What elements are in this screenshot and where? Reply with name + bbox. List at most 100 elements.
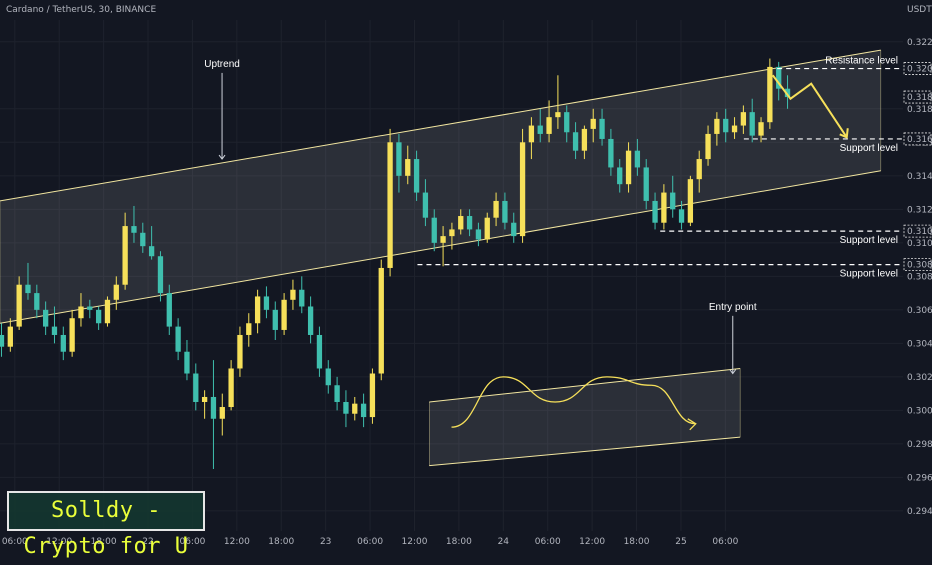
candle-body [131, 226, 137, 233]
candle-body [210, 396, 217, 419]
example-curve-arrowhead [687, 418, 697, 431]
candle-body [299, 289, 305, 307]
x-tick-label: 22 [142, 537, 153, 547]
entry-point-label: Entry point [709, 302, 757, 313]
price-tag-box [903, 90, 932, 104]
entry-point-arrowhead [729, 369, 737, 375]
candle-body [537, 125, 543, 134]
chart-header: Cardano / TetherUS, 30, BINANCE [6, 5, 156, 15]
level-label: Support level [840, 235, 898, 246]
candle-body [431, 217, 437, 243]
candle-body [705, 133, 711, 160]
candle-body [78, 306, 84, 319]
watermark-text: Solldy - Crypto for U [23, 498, 189, 559]
candle-body [307, 306, 314, 335]
price-tag-box [903, 62, 932, 75]
candle-body [51, 326, 58, 335]
candle-body [157, 256, 164, 294]
candle-body [87, 306, 93, 310]
candle-body [422, 192, 429, 218]
candle-body [237, 334, 243, 369]
candle-body [714, 118, 720, 134]
candle-body [184, 351, 190, 374]
candle-body [776, 66, 782, 89]
level-lines: Resistance level Support level Support lev… [417, 56, 903, 280]
main-channel-lower-line [0, 170, 881, 324]
candle-body [25, 284, 31, 294]
price-tag-label: 0.3107 [907, 227, 932, 237]
candle-body [661, 192, 667, 223]
candle-body [228, 368, 234, 408]
x-tick-label: 25 [675, 537, 686, 547]
x-tick-label: 06:00 [712, 537, 738, 547]
x-tick-label: 23 [320, 537, 331, 547]
candles [0, 58, 791, 470]
x-tick-label: 24 [498, 537, 510, 547]
candle-body [42, 309, 49, 327]
channels [0, 49, 882, 467]
main-channel-fill [0, 50, 881, 324]
candle-body [617, 167, 623, 185]
candle-body [69, 318, 75, 352]
candle-body [413, 159, 420, 193]
candle-body [246, 323, 252, 335]
level-label: Support level [840, 143, 898, 154]
candle-body [511, 222, 517, 237]
candle-body [316, 334, 323, 369]
candle-body [334, 385, 340, 402]
candle-body [60, 334, 66, 352]
candle-body [325, 368, 331, 386]
candle-body [113, 284, 119, 300]
x-tick-label: 12:00 [402, 537, 428, 547]
candle-body [687, 179, 694, 223]
watermark-badge: Solldy - Crypto for U [7, 491, 205, 559]
price-tag-label: 0.3187 [907, 93, 932, 103]
candle-body [360, 403, 367, 418]
candle-body [625, 150, 632, 185]
candle-body [7, 326, 13, 347]
candle-body [140, 232, 146, 247]
candle-body [555, 112, 561, 118]
candle-body [281, 299, 287, 330]
candle-body [608, 138, 614, 168]
example-channel-lower-line [429, 436, 741, 467]
x-tick-label: 06:00 [179, 537, 205, 547]
price-chart[interactable]: Resistance level Support level Support lev… [0, 0, 932, 550]
x-tick-label: 06:00 [535, 537, 561, 547]
candle-body [758, 122, 764, 136]
candle-body [767, 66, 773, 123]
candle-body [784, 88, 791, 98]
candle-body [678, 209, 685, 223]
level-label: Support level [840, 269, 898, 280]
forecast-arrowhead [839, 128, 849, 139]
y-axis: 0.32200.31800.31600.31400.31200.31000.30… [903, 38, 932, 517]
example-channel-fill [429, 368, 741, 466]
candle-body [458, 216, 464, 230]
candle-body [16, 284, 22, 327]
candle-body [343, 401, 349, 414]
candle-body [731, 125, 738, 133]
main-channel-upper-line [0, 49, 881, 202]
candle-body [272, 309, 278, 330]
candle-body [440, 236, 446, 243]
price-tag-box [903, 132, 932, 146]
candle-body [254, 296, 261, 324]
candle-body [652, 200, 658, 223]
candle-body [175, 326, 181, 352]
x-tick-label: 06:00 [357, 537, 383, 547]
x-tick-label: 18:00 [446, 537, 472, 547]
candle-body [564, 112, 570, 133]
candle-body [740, 112, 747, 126]
candle-body [378, 267, 384, 374]
